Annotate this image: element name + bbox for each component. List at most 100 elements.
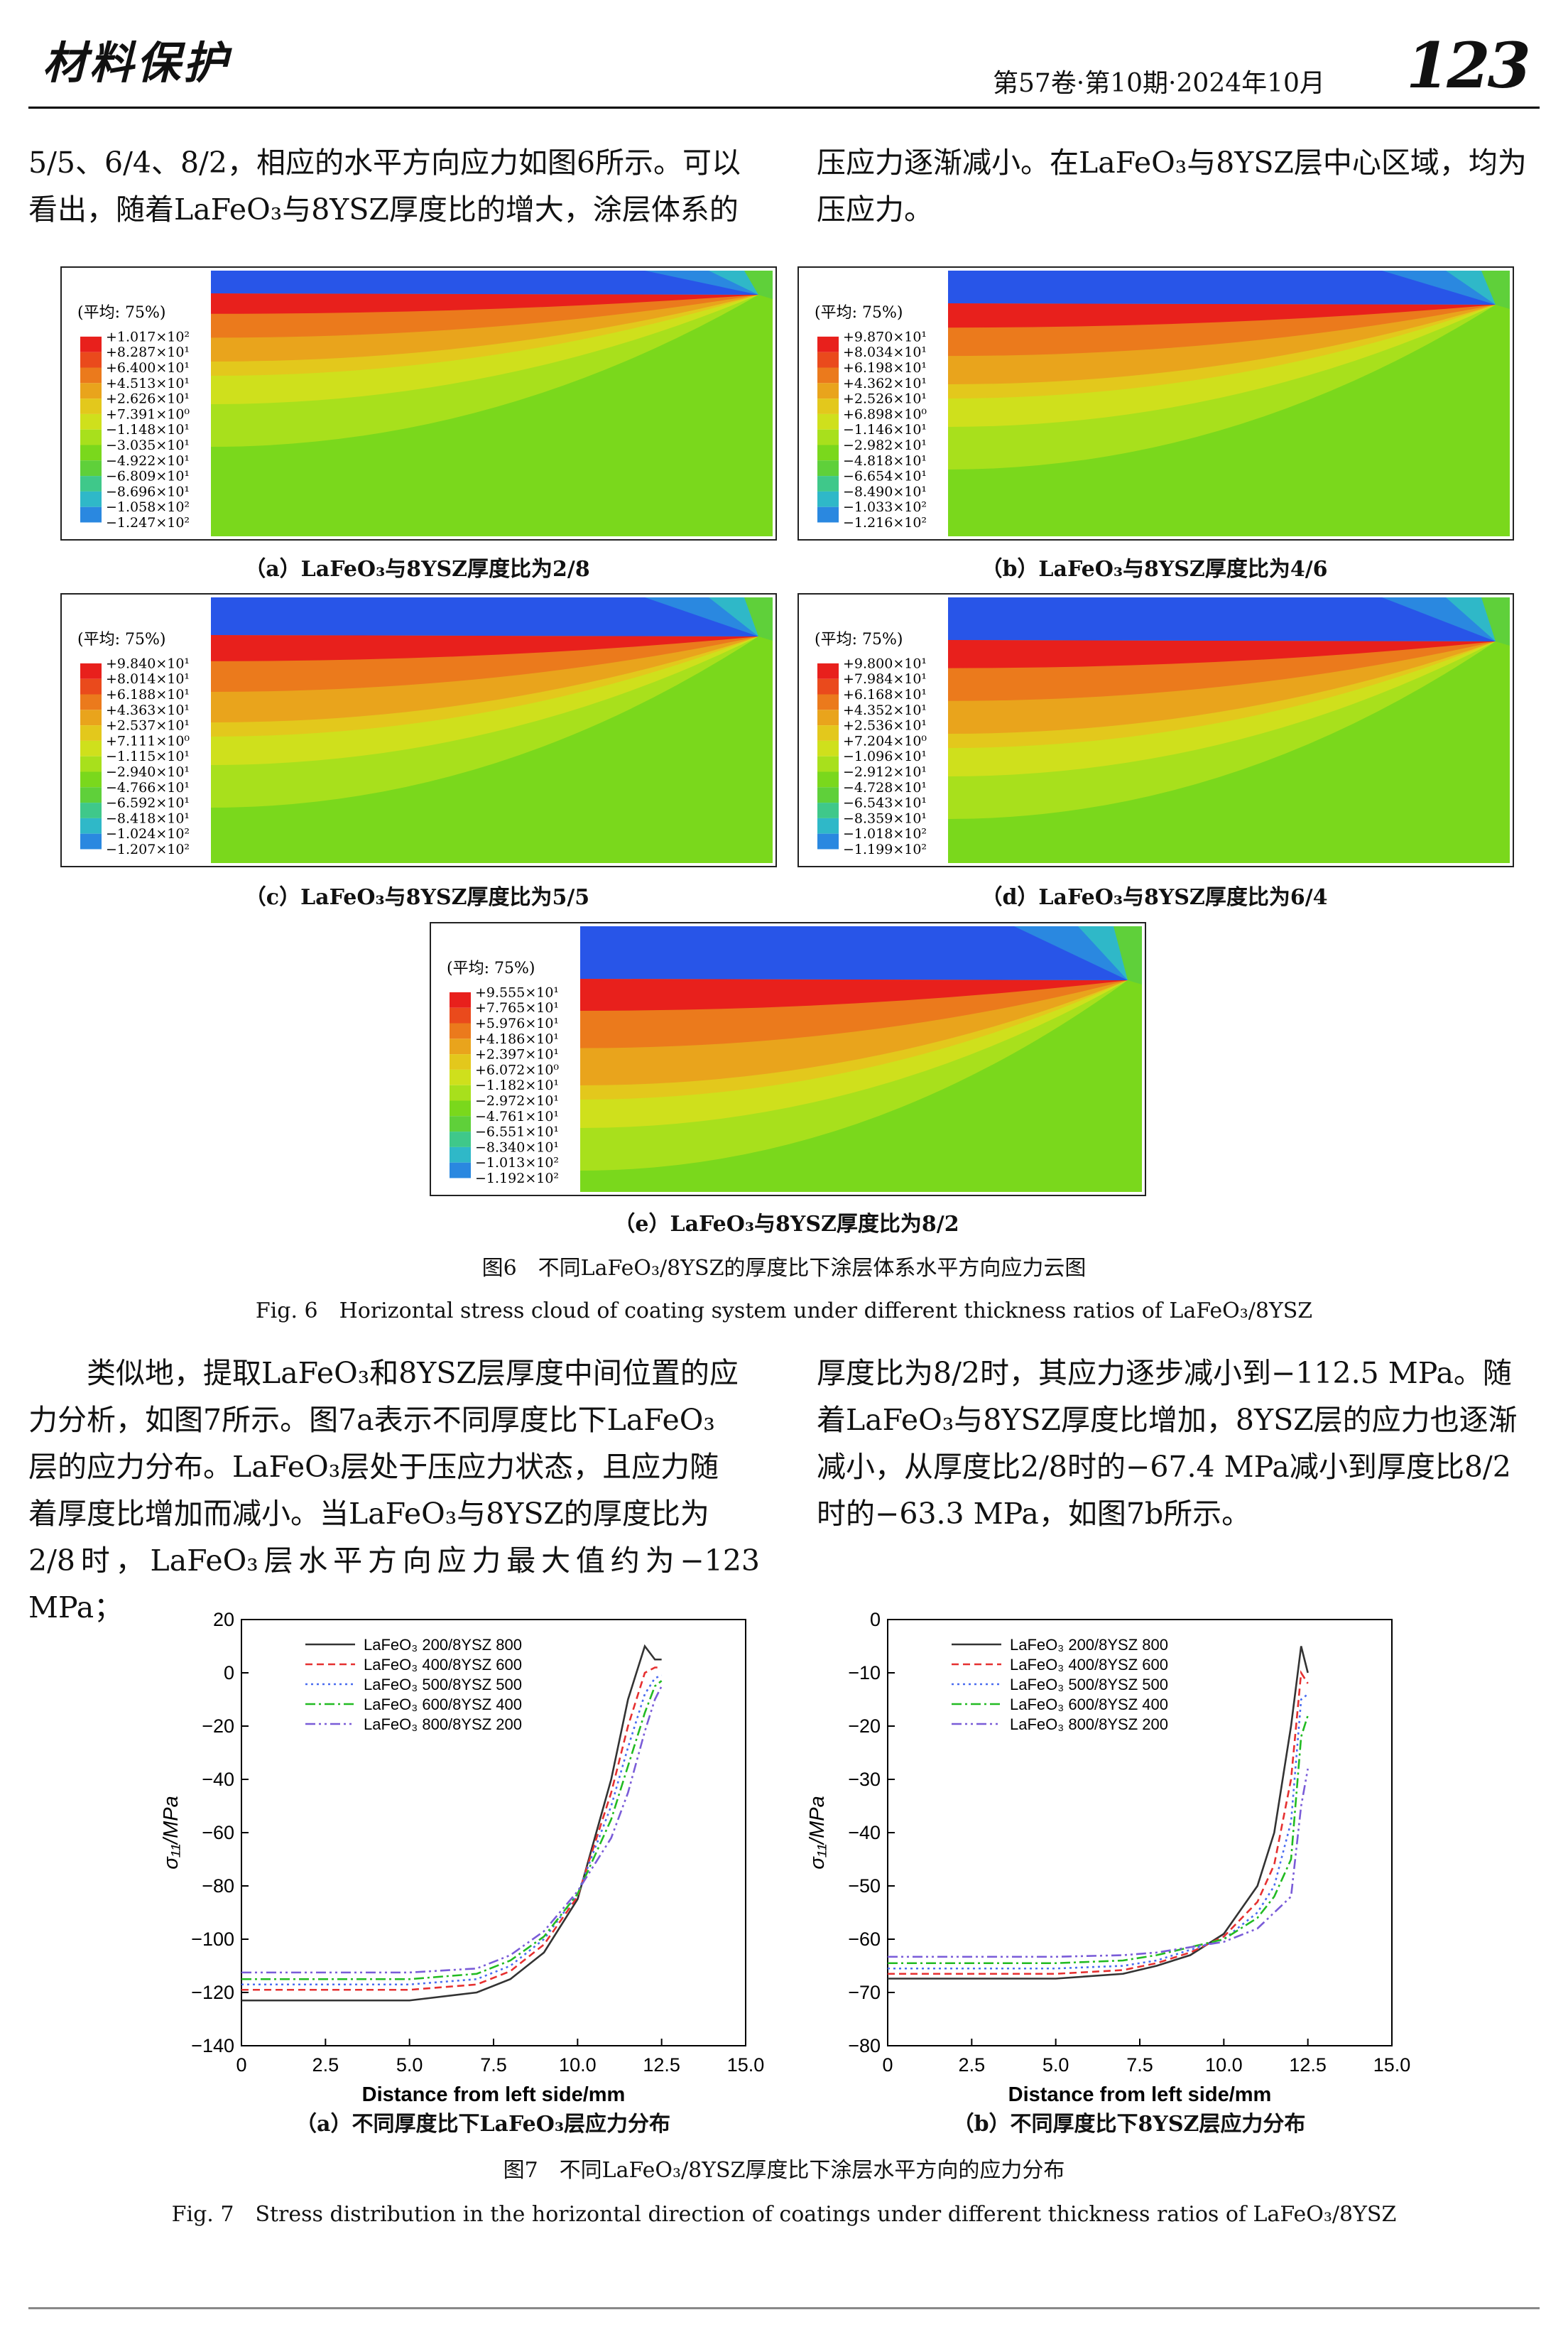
legend-swatch [80, 663, 102, 679]
top-text-right: 压应力逐渐减小。在LaFeO₃与8YSZ层中心区域，均为 压应力。 [817, 139, 1541, 233]
legend-label: LaFeO₃ 500/8YSZ 500 [364, 1676, 522, 1693]
legend-value: −8.340×10¹ [475, 1139, 559, 1155]
y-tick-label: −40 [848, 1822, 881, 1843]
legend-swatch [80, 460, 102, 477]
series-line [888, 1646, 1309, 1980]
contour-band [1114, 926, 1142, 985]
x-tick-label: 7.5 [1126, 2054, 1153, 2076]
panel-caption-c: （c）LaFeO₃与8YSZ厚度比为5/5 [244, 885, 590, 910]
legend-swatch [817, 678, 839, 695]
legend-value: +5.976×10¹ [475, 1016, 559, 1031]
legend-value: −4.761×10¹ [475, 1109, 559, 1124]
x-tick-label: 7.5 [480, 2054, 507, 2076]
legend-value: −3.035×10¹ [106, 438, 190, 453]
legend-value: +7.204×10⁰ [843, 733, 927, 749]
legend-value: +4.363×10¹ [106, 703, 190, 718]
legend-value: −6.809×10¹ [106, 469, 190, 484]
legend-value: −2.912×10¹ [843, 764, 927, 780]
x-tick-label: 10.0 [559, 2054, 597, 2076]
contour-band [211, 635, 758, 661]
legend-value: +6.072×10⁰ [475, 1062, 559, 1078]
fig7-caption-cn: 图7 不同LaFeO₃/8YSZ厚度比下涂层水平方向的应力分布 [503, 2158, 1065, 2183]
panel-caption-b: （b）LaFeO₃与8YSZ厚度比为4/6 [981, 557, 1328, 582]
legend-value: −8.359×10¹ [843, 810, 927, 826]
y-tick-label: −60 [202, 1822, 234, 1843]
y-tick-label: −50 [848, 1875, 881, 1897]
legend-value: −1.058×10² [106, 499, 190, 515]
legend-value: +7.765×10¹ [475, 1000, 559, 1016]
y-tick-label: −80 [202, 1875, 234, 1897]
legend-swatch [80, 367, 102, 384]
legend-swatch [817, 506, 839, 523]
legend-value: +6.400×10¹ [106, 360, 190, 376]
legend-title: (平均: 75%) [815, 304, 903, 322]
legend-value: +1.017×10² [106, 329, 190, 345]
legend-swatch [450, 1116, 471, 1132]
contour-band [211, 293, 758, 314]
legend-value: −1.182×10¹ [475, 1078, 559, 1093]
x-tick-label: 15.0 [1373, 2054, 1411, 2076]
legend-swatch [817, 429, 839, 445]
fig6-caption-en: Fig. 6 Horizontal stress cloud of coatin… [255, 1298, 1313, 1323]
legend-value: +8.287×10¹ [106, 345, 190, 360]
journal-name: 材料保护 [43, 37, 231, 89]
legend-label: LaFeO₃ 600/8YSZ 400 [364, 1696, 522, 1713]
legend-swatch [450, 1085, 471, 1101]
series-line [888, 1715, 1309, 1965]
legend-value: −1.148×10¹ [106, 422, 190, 438]
legend-value: −1.013×10² [475, 1155, 559, 1171]
contour-band [211, 271, 773, 295]
legend-label: LaFeO₃ 500/8YSZ 500 [1010, 1676, 1168, 1693]
legend-value: −8.490×10¹ [843, 484, 927, 499]
legend-value: −2.940×10¹ [106, 764, 190, 780]
x-tick-label: 12.5 [643, 2054, 680, 2076]
legend-swatch [817, 756, 839, 772]
y-tick-label: −10 [848, 1662, 881, 1683]
mid-text-right: 厚度比为8/2时，其应力逐步减小到−112.5 MPa。随 着LaFeO₃与8Y… [817, 1350, 1541, 1537]
text-line: 着厚度比增加而减小。当LaFeO₃与8YSZ的厚度比为 [28, 1497, 709, 1531]
legend-value: −6.592×10¹ [106, 796, 190, 811]
x-tick-label: 5.0 [396, 2054, 423, 2076]
legend-title: (平均: 75%) [447, 960, 535, 977]
legend-value: −1.024×10² [106, 826, 190, 842]
text-line: 类似地，提取LaFeO₃和8YSZ层厚度中间位置的应 [87, 1356, 739, 1390]
legend-value: +2.397×10¹ [475, 1047, 559, 1063]
y-tick-label: −20 [202, 1715, 234, 1737]
y-tick-label: −20 [848, 1715, 881, 1737]
legend-swatch [817, 663, 839, 679]
legend-swatch [80, 787, 102, 803]
legend-swatch [450, 1038, 471, 1055]
legend-swatch [80, 756, 102, 772]
x-tick-label: 10.0 [1205, 2054, 1243, 2076]
y-axis-label: σ₁₁/MPa [806, 1796, 829, 1869]
x-tick-label: 2.5 [959, 2054, 986, 2076]
y-tick-label: 20 [213, 1609, 234, 1630]
legend-swatch [817, 352, 839, 368]
legend-value: −1.115×10¹ [106, 749, 190, 764]
legend-value: −1.096×10¹ [843, 749, 927, 764]
legend-swatch [450, 1162, 471, 1178]
contour-plot: (平均: 75%)+9.870×10¹+8.034×10¹+6.198×10¹+… [799, 268, 1510, 539]
legend-value: −1.033×10² [843, 499, 927, 515]
legend-swatch [817, 725, 839, 741]
text-line: 看出，随着LaFeO₃与8YSZ厚度比的增大，涂层体系的 [28, 192, 739, 227]
legend-value: +2.537×10¹ [106, 718, 190, 734]
legend-value: −6.654×10¹ [843, 469, 927, 484]
contour-band [948, 303, 1496, 328]
legend-swatch [80, 413, 102, 430]
legend-value: −4.818×10¹ [843, 453, 927, 469]
panel-caption-e: （e）LaFeO₃与8YSZ厚度比为8/2 [614, 1212, 959, 1237]
contour-band [211, 597, 773, 636]
legend-swatch [80, 491, 102, 507]
contour-band [948, 271, 1510, 305]
legend-label: LaFeO₃ 800/8YSZ 200 [364, 1715, 522, 1733]
legend-value: −1.192×10² [475, 1171, 559, 1186]
legend-swatch [80, 678, 102, 695]
contour-panel-a: (平均: 75%) +1.017×10² +8.287×10¹ +6.400×10¹ +… [60, 266, 777, 541]
text-line: 5/5、6/4、8/2，相应的水平方向应力如图6所示。可以 [28, 146, 741, 180]
series-line [241, 1686, 663, 1974]
contour-panel-b: (平均: 75%) +9.870×10¹ +8.034×10¹ +6.198×10¹ +… [797, 266, 1514, 541]
fig7-caption-en: Fig. 7 Stress distribution in the horizo… [171, 2202, 1397, 2227]
legend-value: +4.352×10¹ [843, 703, 927, 718]
